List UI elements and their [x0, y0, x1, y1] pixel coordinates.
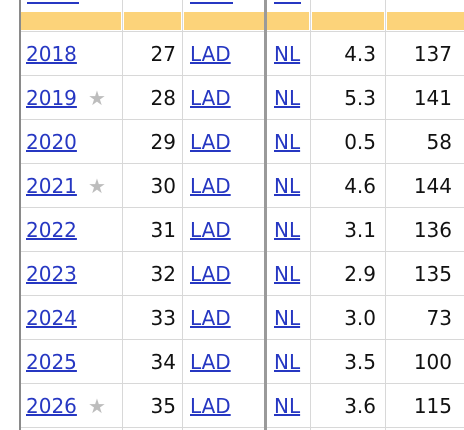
games: 136	[413, 218, 452, 242]
age: 31	[150, 218, 176, 242]
league-link[interactable]: NL	[274, 174, 301, 198]
team-link[interactable]: LAD	[190, 262, 231, 286]
league-link[interactable]: NL	[274, 218, 301, 242]
year-link[interactable]: 2023	[26, 262, 77, 286]
team-link[interactable]: LAD	[190, 174, 231, 198]
war: 3.5	[344, 350, 376, 374]
star-icon: ★	[88, 174, 106, 198]
age: 29	[150, 130, 176, 154]
league-link[interactable]: NL	[274, 42, 301, 66]
column-line	[122, 0, 123, 430]
games: 144	[413, 174, 452, 198]
year-link[interactable]: 2026	[26, 394, 77, 418]
link-fragment	[190, 2, 233, 4]
year-link[interactable]: 2019	[26, 86, 77, 110]
age: 28	[150, 86, 176, 110]
age: 32	[150, 262, 176, 286]
team-link[interactable]: LAD	[190, 350, 231, 374]
row-line	[20, 207, 464, 208]
war: 4.6	[344, 174, 376, 198]
games: 100	[413, 350, 452, 374]
team-link[interactable]: LAD	[190, 86, 231, 110]
star-icon: ★	[88, 394, 106, 418]
star-icon: ★	[88, 86, 106, 110]
column-line	[310, 0, 311, 430]
link-fragment	[274, 2, 301, 4]
games: 115	[413, 394, 452, 418]
year-link[interactable]: 2025	[26, 350, 77, 374]
row-line	[20, 251, 464, 252]
left-border	[19, 0, 21, 430]
war: 2.9	[344, 262, 376, 286]
games: 141	[413, 86, 452, 110]
cropped-row	[0, 0, 464, 11]
age: 27	[150, 42, 176, 66]
year-link[interactable]: 2021	[26, 174, 77, 198]
team-link[interactable]: LAD	[190, 218, 231, 242]
war: 3.6	[344, 394, 376, 418]
team-link[interactable]: LAD	[190, 42, 231, 66]
league-link[interactable]: NL	[274, 86, 301, 110]
age: 33	[150, 306, 176, 330]
games: 137	[413, 42, 452, 66]
row-line	[20, 339, 464, 340]
row-line	[20, 163, 464, 164]
row-line	[20, 295, 464, 296]
team-link[interactable]: LAD	[190, 306, 231, 330]
age: 35	[150, 394, 176, 418]
year-link[interactable]: 2022	[26, 218, 77, 242]
divider	[264, 0, 267, 430]
league-link[interactable]: NL	[274, 262, 301, 286]
header-band	[20, 12, 464, 30]
age: 30	[150, 174, 176, 198]
games: 73	[426, 306, 452, 330]
team-link[interactable]: LAD	[190, 130, 231, 154]
war: 3.0	[344, 306, 376, 330]
league-link[interactable]: NL	[274, 130, 301, 154]
row-line	[20, 119, 464, 120]
row-line	[20, 383, 464, 384]
row-line	[20, 75, 464, 76]
league-link[interactable]: NL	[274, 394, 301, 418]
year-link[interactable]: 2018	[26, 42, 77, 66]
games: 58	[426, 130, 452, 154]
link-fragment	[27, 2, 79, 4]
war: 0.5	[344, 130, 376, 154]
league-link[interactable]: NL	[274, 350, 301, 374]
team-link[interactable]: LAD	[190, 394, 231, 418]
year-link[interactable]: 2020	[26, 130, 77, 154]
year-link[interactable]: 2024	[26, 306, 77, 330]
war: 5.3	[344, 86, 376, 110]
league-link[interactable]: NL	[274, 306, 301, 330]
games: 135	[413, 262, 452, 286]
age: 34	[150, 350, 176, 374]
war: 3.1	[344, 218, 376, 242]
column-line	[385, 0, 386, 430]
row-line	[20, 31, 464, 32]
column-line	[182, 0, 183, 430]
war: 4.3	[344, 42, 376, 66]
row-line	[20, 427, 464, 428]
